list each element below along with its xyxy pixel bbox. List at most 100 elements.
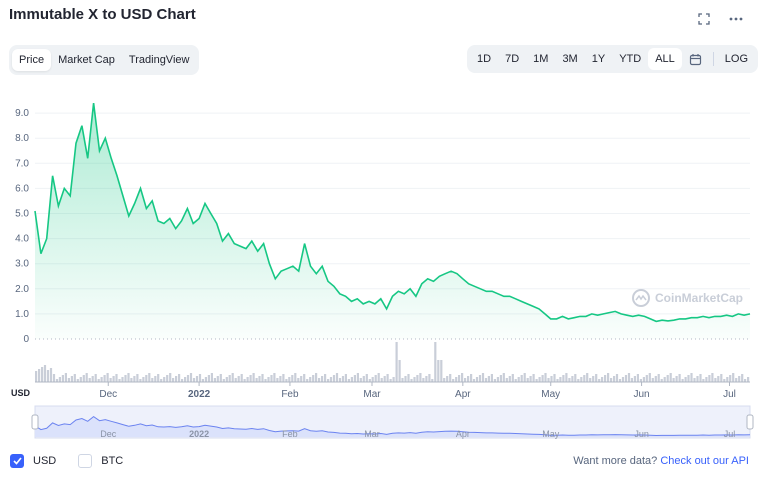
cmc-logo-icon [632,289,650,307]
volume-bar [610,378,613,382]
volume-bar [133,376,136,382]
volume-bar [660,379,663,382]
range-toggle: 1D 7D 1M 3M 1Y YTD ALL LOG [467,45,758,73]
volume-bar [404,376,407,382]
volume-bar [255,378,258,382]
log-toggle[interactable]: LOG [724,53,748,65]
navigator-tick-label: Feb [282,429,298,439]
range-1y[interactable]: 1Y [591,53,606,65]
volume-bar [481,373,485,382]
volume-bar [544,373,547,382]
range-1m[interactable]: 1M [533,53,549,65]
volume-bar [419,373,422,382]
range-7d[interactable]: 7D [505,53,520,65]
x-tick-label: May [541,389,560,400]
volume-bar [64,373,67,382]
volume-bar [106,373,109,382]
volume-bar [312,375,315,382]
volume-bar [613,376,616,382]
volume-bar [461,373,464,382]
volume-bar [738,376,741,382]
volume-bar [586,373,589,382]
volume-bar [371,377,374,382]
volume-bar [630,378,633,382]
volume-bar [38,369,41,382]
y-tick-label: 1.0 [15,309,29,320]
usd-checkbox[interactable] [10,454,24,468]
range-all[interactable]: ALL [648,48,682,70]
volume-bar [499,375,502,382]
btc-checkbox[interactable] [78,454,93,468]
navigator-handle-left[interactable] [31,414,39,430]
volume-bar [374,375,377,382]
volume-bar [365,374,368,382]
volume-bar [73,374,76,382]
volume-bar [136,374,139,382]
tab-tradingview[interactable]: TradingView [128,54,190,66]
tab-price[interactable]: Price [12,49,52,71]
navigator-handle-right[interactable] [746,414,754,430]
volume-bar [377,373,380,382]
range-1d[interactable]: 1D [477,53,492,65]
volume-bar [490,374,493,382]
range-ytd[interactable]: YTD [619,53,642,65]
volume-bar [717,376,720,382]
volume-bar [744,379,747,382]
volume-bar [121,377,124,382]
volume-bar [514,379,517,382]
volume-bar [470,374,473,382]
volume-bar [154,376,157,382]
volume-bar [335,373,339,382]
volume-bar [181,379,184,382]
volume-bar [627,373,631,382]
volume-bar [431,379,434,382]
volume-bar [425,376,428,382]
volume-bar [559,377,562,382]
volume-bar [321,376,324,382]
volume-bar [234,378,237,382]
tab-market-cap[interactable]: Market Cap [58,54,115,66]
volume-bar [621,377,625,382]
volume-bar [52,374,56,382]
api-promo: Want more data? Check out our API [573,455,749,467]
y-tick-label: 9.0 [15,108,29,119]
x-tick-label: Jul [723,389,736,400]
volume-bar [222,379,225,382]
volume-bar [520,375,523,382]
volume-bar [458,375,461,382]
volume-bar [198,374,202,382]
volume-bar [142,377,145,382]
volume-bar [151,378,154,382]
volume-bar [300,376,303,382]
volume-bar [410,379,413,382]
volume-bar [55,379,59,382]
calendar-icon[interactable] [682,48,709,70]
volume-bar [687,375,690,382]
volume-bar [91,376,94,382]
range-3m[interactable]: 3M [562,53,578,65]
volume-bar [580,377,583,382]
range-navigator[interactable]: Dec 2022 Feb Mar Apr May Jun Jul [31,405,754,439]
currency-checkboxes: USD BTC [10,454,145,468]
volume-bar [258,376,261,382]
volume-bar [237,376,240,382]
price-chart[interactable]: 0 1.0 2.0 3.0 4.0 5.0 6.0 7.0 8.0 9.0 CoinMarketC… [0,0,767,450]
api-link[interactable]: Check out our API [660,455,749,467]
volume-bar [407,374,410,382]
y-tick-label: 8.0 [15,133,29,144]
volume-bar [228,375,231,382]
volume-bar [508,376,511,382]
fullscreen-icon[interactable] [695,10,713,28]
volume-bar [306,379,309,382]
volume-bar [467,376,470,382]
volume-bar [70,376,73,382]
btc-label: BTC [101,455,124,467]
volume-bar [204,377,207,382]
watermark-text: CoinMarketCap [655,291,743,305]
volume-bar [207,375,210,382]
volume-bar [440,360,443,382]
more-options-icon[interactable] [727,10,745,28]
volume-bar [690,373,693,382]
volume-bar [76,379,79,382]
volume-bar [252,373,255,382]
